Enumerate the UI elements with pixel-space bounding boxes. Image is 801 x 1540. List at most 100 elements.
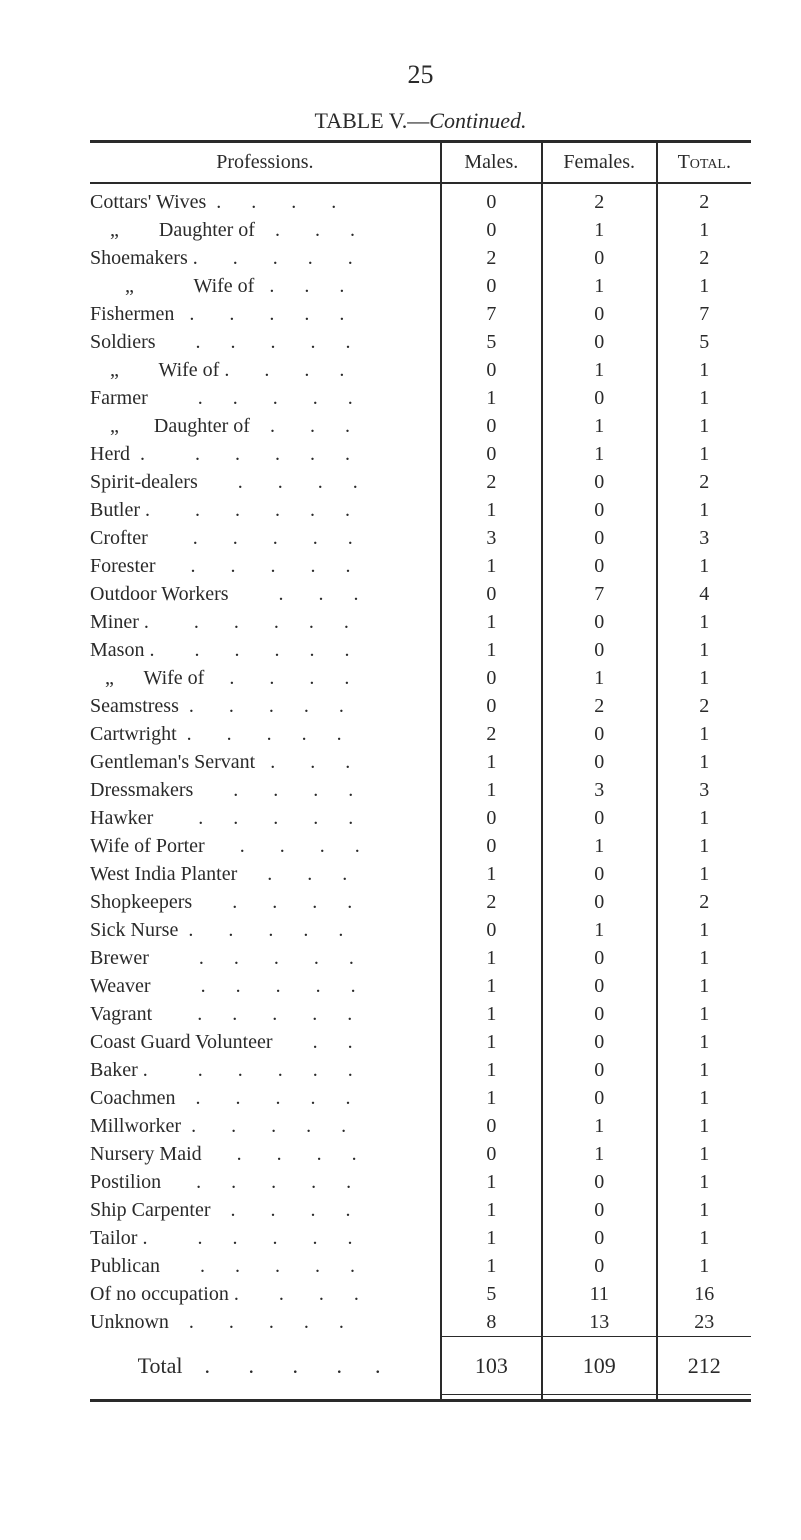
profession-label: Weaver . . . . . [90,972,441,1000]
total-value: 1 [657,608,751,636]
table-row: Wife of Porter . . . .011 [90,832,751,860]
profession-label: Crofter . . . . . [90,524,441,552]
females-value: 1 [542,440,657,468]
table-row: Spirit-dealers . . . .202 [90,468,751,496]
profession-label: Herd . . . . . . [90,440,441,468]
males-value: 0 [441,412,542,440]
males-value: 0 [441,216,542,244]
total-value: 2 [657,188,751,216]
profession-label: „ Wife of . . . . [90,356,441,384]
females-value: 0 [542,720,657,748]
table-title-continued: Continued. [429,108,526,133]
table-row: Gentleman's Servant . . .101 [90,748,751,776]
total-value: 1 [657,664,751,692]
total-value: 1 [657,944,751,972]
table-row: Butler . . . . . .101 [90,496,751,524]
profession-label: Millworker . . . . . [90,1112,441,1140]
males-value: 0 [441,664,542,692]
profession-label: Miner . . . . . . [90,608,441,636]
females-value: 3 [542,776,657,804]
total-value: 7 [657,300,751,328]
males-value: 0 [441,356,542,384]
females-value: 1 [542,216,657,244]
profession-label: Dressmakers . . . . [90,776,441,804]
total-value: 1 [657,552,751,580]
profession-label: Publican . . . . . [90,1252,441,1280]
table-row: Herd . . . . . .011 [90,440,751,468]
table-body: Cottars' Wives . . . .022 „ Daughter of … [90,183,751,1400]
females-value: 0 [542,524,657,552]
males-value: 0 [441,692,542,720]
profession-label: Vagrant . . . . . [90,1000,441,1028]
profession-label: Ship Carpenter . . . . [90,1196,441,1224]
total-value: 2 [657,888,751,916]
males-value: 1 [441,552,542,580]
males-value: 2 [441,888,542,916]
females-value: 0 [542,468,657,496]
profession-label: Of no occupation . . . . [90,1280,441,1308]
females-value: 0 [542,860,657,888]
total-value: 1 [657,216,751,244]
males-value: 0 [441,1112,542,1140]
males-value: 1 [441,1252,542,1280]
total-value: 1 [657,720,751,748]
profession-label: Spirit-dealers . . . . [90,468,441,496]
males-value: 0 [441,832,542,860]
males-value: 1 [441,972,542,1000]
females-value: 0 [542,636,657,664]
total-label: Total . . . . . [90,1341,441,1394]
table-row: „ Daughter of . . .011 [90,216,751,244]
total-males: 103 [441,1341,542,1394]
table-row: Ship Carpenter . . . .101 [90,1196,751,1224]
profession-label: „ Wife of . . . [90,272,441,300]
females-value: 0 [542,1056,657,1084]
table-row: Miner . . . . . .101 [90,608,751,636]
profession-label: Unknown . . . . . [90,1308,441,1337]
total-value: 1 [657,412,751,440]
table-title-label: TABLE V.— [315,108,430,133]
females-value: 0 [542,552,657,580]
females-value: 0 [542,384,657,412]
header-males: Males. [441,142,542,184]
table-title: TABLE V.—Continued. [90,108,751,134]
males-value: 8 [441,1308,542,1337]
profession-label: Outdoor Workers . . . [90,580,441,608]
table-row: Cottars' Wives . . . .022 [90,188,751,216]
females-value: 0 [542,1084,657,1112]
females-value: 0 [542,1196,657,1224]
total-value: 1 [657,1140,751,1168]
females-value: 0 [542,300,657,328]
table-row: Cartwright . . . . .201 [90,720,751,748]
males-value: 1 [441,860,542,888]
total-value: 1 [657,1056,751,1084]
profession-label: Forester . . . . . [90,552,441,580]
males-value: 1 [441,496,542,524]
males-value: 0 [441,440,542,468]
total-value: 1 [657,1196,751,1224]
females-value: 0 [542,328,657,356]
total-value: 23 [657,1308,751,1337]
total-value: 1 [657,1112,751,1140]
professions-table: Professions. Males. Females. Total. Cott… [90,140,751,1402]
page-number: 25 [90,60,751,90]
header-total: Total. [657,142,751,184]
profession-label: Mason . . . . . . [90,636,441,664]
females-value: 1 [542,356,657,384]
profession-label: Fishermen . . . . . [90,300,441,328]
males-value: 1 [441,776,542,804]
males-value: 1 [441,944,542,972]
females-value: 11 [542,1280,657,1308]
table-header-row: Professions. Males. Females. Total. [90,142,751,184]
males-value: 1 [441,748,542,776]
males-value: 2 [441,720,542,748]
total-value: 1 [657,916,751,944]
table-row: „ Wife of . . . .011 [90,664,751,692]
total-value: 1 [657,1224,751,1252]
males-value: 2 [441,468,542,496]
males-value: 5 [441,1280,542,1308]
total-value: 1 [657,1084,751,1112]
females-value: 0 [542,1028,657,1056]
females-value: 1 [542,916,657,944]
males-value: 0 [441,272,542,300]
males-value: 1 [441,1196,542,1224]
